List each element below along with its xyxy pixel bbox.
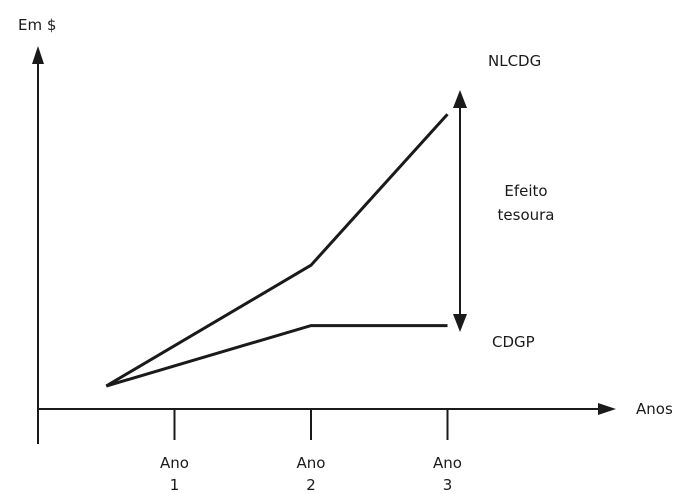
y-axis-arrow [32, 46, 44, 64]
annotation-line1: Efeito [504, 182, 547, 200]
y-axis-label: Em $ [18, 16, 56, 34]
series-line-nlcdg [105, 113, 449, 388]
scissors-effect-arrow-bottom [453, 314, 467, 332]
series-label-cdgp: CDGP [492, 333, 535, 351]
annotation-line2: tesoura [498, 206, 555, 224]
x-tick-label-1-line2: 1 [170, 476, 180, 494]
series-line-cdgp [105, 324, 448, 388]
x-tick-label-2-line2: 2 [306, 476, 316, 494]
x-axis-arrow [598, 403, 616, 415]
x-axis-label: Anos [636, 400, 673, 418]
x-tick-label-3-line2: 3 [443, 476, 453, 494]
series-label-nlcdg: NLCDG [488, 52, 541, 70]
x-tick-label-1-line1: Ano [160, 454, 189, 472]
x-tick-label-3-line1: Ano [433, 454, 462, 472]
x-ticks: Ano 1 Ano 2 Ano 3 [160, 409, 462, 494]
series-layer [105, 113, 449, 388]
scissors-effect-arrow-top [453, 90, 467, 108]
x-tick-label-2-line1: Ano [297, 454, 326, 472]
